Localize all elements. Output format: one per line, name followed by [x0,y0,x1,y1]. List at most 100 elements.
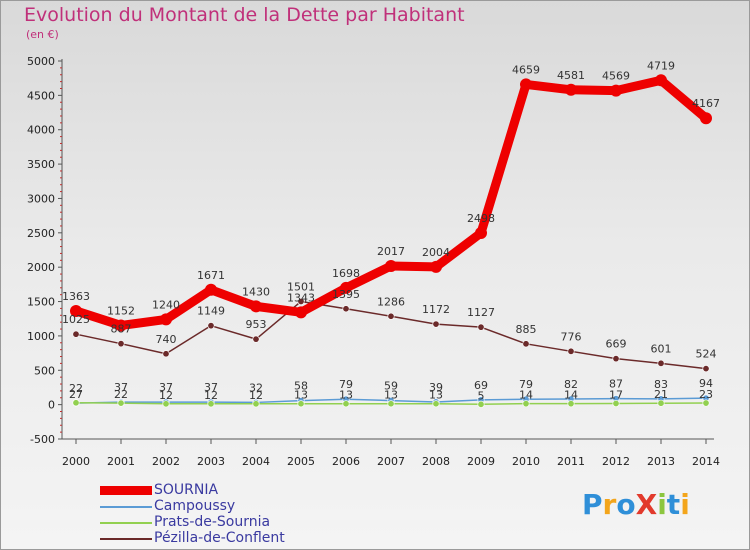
data-point-sournia [340,281,352,294]
data-label-campoussy: 94 [699,377,713,390]
data-label-campoussy: 79 [339,378,353,391]
y-tick-label: 1000 [27,330,55,343]
data-label-campoussy: 37 [114,381,128,394]
data-point-pezilla-de-conflent [342,305,350,313]
y-tick-label: 2500 [27,227,55,240]
y-tick-label: 1500 [27,296,55,309]
data-point-prats-de-sournia [297,400,305,408]
series-line-sournia [71,75,711,330]
data-point-prats-de-sournia [522,400,530,408]
data-point-prats-de-sournia [432,400,440,408]
data-point-prats-de-sournia [567,400,575,408]
logo-letter: o [616,488,636,521]
chart-title: Evolution du Montant de la Dette par Hab… [24,4,465,26]
data-point-pezilla-de-conflent [702,365,710,373]
data-label-prats-de-sournia: 13 [384,389,398,402]
data-point-sournia [160,313,172,326]
data-point-pezilla-de-conflent [387,312,395,320]
data-label-prats-de-sournia: 14 [564,389,578,402]
data-label-pezilla-de-conflent: 669 [606,338,627,351]
data-label-pezilla-de-conflent: 885 [516,323,537,336]
data-point-prats-de-sournia [387,400,395,408]
data-label-campoussy: 37 [159,381,173,394]
data-label-campoussy: 83 [654,378,668,391]
data-point-sournia [475,226,487,239]
data-point-sournia [250,300,262,313]
data-point-pezilla-de-conflent [612,355,620,363]
y-tick-label: 3000 [27,192,55,205]
data-point-sournia [115,319,127,332]
y-tick-label: 2000 [27,261,55,274]
data-point-sournia [205,283,217,296]
x-tick-label: 2003 [197,455,225,468]
data-point-pezilla-de-conflent [657,359,665,367]
data-label-prats-de-sournia: 23 [699,388,713,401]
y-tick-label: -500 [30,433,55,446]
x-tick-label: 2009 [467,455,495,468]
data-label-campoussy: 59 [384,380,398,393]
data-label-prats-de-sournia: 13 [294,389,308,402]
data-label-campoussy: 58 [294,380,308,393]
data-label-prats-de-sournia: 22 [114,388,128,401]
data-point-prats-de-sournia [612,399,620,407]
proxiti-logo: ProXiti [582,488,690,521]
data-label-campoussy: 82 [564,378,578,391]
data-point-sournia [520,78,532,91]
data-label-sournia: 1671 [197,269,225,282]
legend-label-campoussy: Campoussy [154,498,236,514]
data-point-prats-de-sournia [207,400,215,408]
data-label-prats-de-sournia: 5 [478,389,485,402]
y-tick-label: 4000 [27,124,55,137]
data-point-prats-de-sournia [477,400,485,408]
data-label-campoussy: 79 [519,378,533,391]
data-label-prats-de-sournia: 12 [249,389,263,402]
legend-swatch-prats [100,522,152,524]
data-label-sournia: 1343 [287,291,315,304]
data-label-pezilla-de-conflent: 601 [651,342,672,355]
data-label-campoussy: 22 [69,382,83,395]
x-tick-label: 2002 [152,455,180,468]
x-tick-label: 2013 [647,455,675,468]
data-point-pezilla-de-conflent [207,322,215,330]
data-label-pezilla-de-conflent: 1395 [332,288,360,301]
data-label-sournia: 2498 [467,212,495,225]
data-label-pezilla-de-conflent: 1127 [467,306,495,319]
data-label-sournia: 1698 [332,267,360,280]
logo-letter: r [602,488,617,521]
data-label-prats-de-sournia: 17 [609,388,623,401]
data-label-prats-de-sournia: 13 [429,389,443,402]
x-tick-label: 2004 [242,455,270,468]
data-point-sournia [610,84,622,97]
data-point-prats-de-sournia [342,400,350,408]
x-tick-label: 2006 [332,455,360,468]
legend-swatch-pezilla [100,538,152,540]
data-label-sournia: 1152 [107,304,135,317]
data-label-pezilla-de-conflent: 1286 [377,295,405,308]
data-label-pezilla-de-conflent: 1172 [422,303,450,316]
data-label-pezilla-de-conflent: 1501 [287,280,315,293]
data-label-sournia: 2017 [377,245,405,258]
legend-label-pezilla: Pézilla-de-Conflent [154,530,285,546]
data-label-prats-de-sournia: 14 [519,389,533,402]
y-tick-label: 3500 [27,158,55,171]
y-tick-label: 4500 [27,89,55,102]
data-point-prats-de-sournia [702,399,710,407]
data-label-pezilla-de-conflent: 776 [561,330,582,343]
data-label-sournia: 4659 [512,63,540,76]
data-point-sournia [385,260,397,273]
logo-letter: i [680,488,690,521]
x-tick-label: 2005 [287,455,315,468]
data-point-prats-de-sournia [117,399,125,407]
data-label-campoussy: 32 [249,381,263,394]
data-label-sournia: 1430 [242,285,270,298]
data-point-pezilla-de-conflent [567,347,575,355]
data-point-prats-de-sournia [72,399,80,407]
x-tick-label: 2010 [512,455,540,468]
data-point-pezilla-de-conflent [477,323,485,331]
data-label-prats-de-sournia: 12 [204,389,218,402]
data-label-pezilla-de-conflent: 887 [111,323,132,336]
data-label-sournia: 1363 [62,290,90,303]
data-label-prats-de-sournia: 13 [339,389,353,402]
data-point-pezilla-de-conflent [72,330,80,338]
